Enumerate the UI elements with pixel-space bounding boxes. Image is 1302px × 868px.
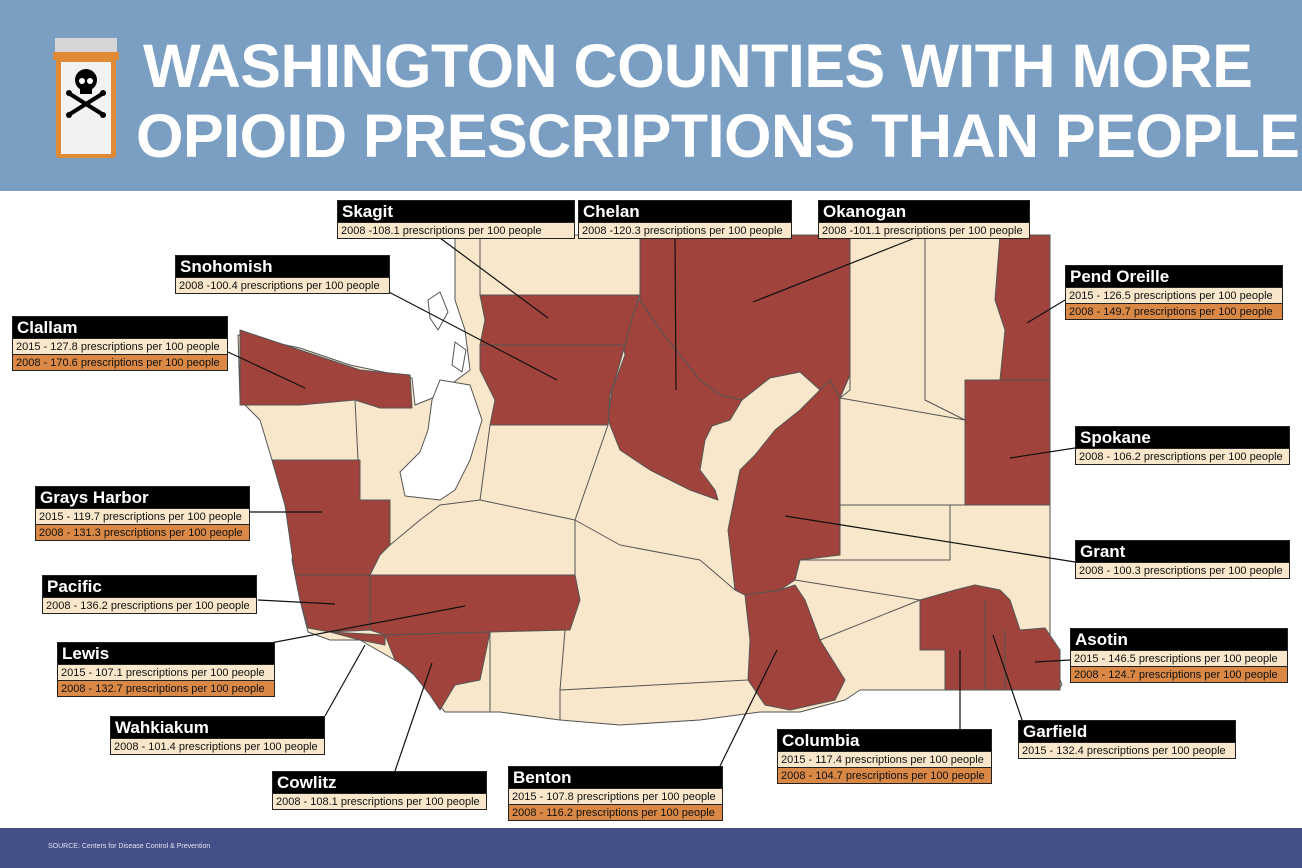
rate-row-2008: 2008 - 106.2 prescriptions per 100 peopl… <box>1076 448 1289 464</box>
callout-wahkiakum: Wahkiakum 2008 - 101.4 prescriptions per … <box>110 716 325 755</box>
leader-line-garfield <box>992 634 1023 721</box>
rate-row-2015: 2015 - 119.7 prescriptions per 100 peopl… <box>36 508 249 524</box>
county-pend-oreille <box>994 234 1051 381</box>
county-cowlitz <box>384 631 491 711</box>
callout-pacific: Pacific 2008 - 136.2 prescriptions per 10… <box>42 575 257 614</box>
leader-line-pend-oreille <box>1026 299 1066 324</box>
county-skagit <box>479 294 641 346</box>
header-banner: WASHINGTON COUNTIES WITH MORE OPIOID PRE… <box>0 0 1302 191</box>
callout-pend-oreille: Pend Oreille 2015 - 126.5 prescriptions p… <box>1065 265 1283 320</box>
rate-row-2008: 2008 - 108.1 prescriptions per 100 peopl… <box>273 793 486 809</box>
leader-line-okanogan <box>752 237 916 303</box>
rate-row-2015: 2015 - 107.1 prescriptions per 100 peopl… <box>58 664 274 680</box>
county-name: Grays Harbor <box>40 488 149 507</box>
callout-lewis: Lewis 2015 - 107.1 prescriptions per 100 … <box>57 642 275 697</box>
county-lewis <box>369 574 581 636</box>
callout-skagit: Skagit 2008 -108.1 prescriptions per 100 … <box>337 200 575 239</box>
source-credit: SOURCE: Centers for Disease Control & Pr… <box>48 843 211 850</box>
county-name: Chelan <box>583 202 640 221</box>
rate-row-2008: 2008 - 124.7 prescriptions per 100 peopl… <box>1071 666 1287 682</box>
rate-row-2008: 2008 - 101.4 prescriptions per 100 peopl… <box>111 738 324 754</box>
county-name: Lewis <box>62 644 110 663</box>
leader-line-skagit <box>439 237 549 319</box>
county-name: Skagit <box>342 202 394 221</box>
rate-row-2015: 2015 - 146.5 prescriptions per 100 peopl… <box>1071 650 1287 666</box>
rate-row-2008: 2008 - 116.2 prescriptions per 100 peopl… <box>509 804 722 820</box>
county-name: Clallam <box>17 318 78 337</box>
footer-bar: SOURCE: Centers for Disease Control & Pr… <box>0 828 1302 868</box>
title-line-2: OPIOID PRESCRIPTIONS THAN PEOPLE <box>136 102 1300 170</box>
leader-line-snohomish <box>384 289 558 381</box>
rate-row-2008: 2008 - 149.7 prescriptions per 100 peopl… <box>1066 303 1282 319</box>
rate-row-2015: 2015 - 107.8 prescriptions per 100 peopl… <box>509 788 722 804</box>
leader-line-lewis <box>259 605 466 646</box>
rate-row-2015: 2015 - 127.8 prescriptions per 100 peopl… <box>13 338 227 354</box>
rate-row-2008: 2008 - 136.2 prescriptions per 100 peopl… <box>43 597 256 613</box>
leader-line-benton <box>719 649 778 767</box>
callout-spokane: Spokane 2008 - 106.2 prescriptions per 10… <box>1075 426 1290 465</box>
callout-chelan: Chelan 2008 -120.3 prescriptions per 100 … <box>578 200 792 239</box>
leader-line-asotin <box>1034 659 1071 663</box>
island <box>451 341 467 373</box>
rate-row-2008: 2008 -120.3 prescriptions per 100 people <box>579 222 791 238</box>
title-line-1: WASHINGTON COUNTIES WITH MORE <box>143 32 1253 100</box>
callout-columbia: Columbia 2015 - 117.4 prescriptions per 1… <box>777 729 992 784</box>
county-columbia-garfield-asotin <box>919 584 1061 691</box>
county-name: Cowlitz <box>277 773 337 792</box>
county-name: Grant <box>1080 542 1126 561</box>
rate-row-2015: 2015 - 132.4 prescriptions per 100 peopl… <box>1019 742 1235 758</box>
rate-row-2008: 2008 -100.4 prescriptions per 100 people <box>176 277 389 293</box>
rate-row-2008: 2008 - 170.6 prescriptions per 100 peopl… <box>13 354 227 370</box>
county-name: Snohomish <box>180 257 273 276</box>
county-name: Okanogan <box>823 202 907 221</box>
county-clallam <box>239 329 413 409</box>
rate-row-2015: 2015 - 126.5 prescriptions per 100 peopl… <box>1066 287 1282 303</box>
rate-row-2008: 2008 -101.1 prescriptions per 100 people <box>819 222 1029 238</box>
county-name: Pacific <box>47 577 102 596</box>
callout-asotin: Asotin 2015 - 146.5 prescriptions per 100… <box>1070 628 1288 683</box>
leader-line-pacific <box>257 599 336 605</box>
county-benton <box>744 584 846 711</box>
county-name: Wahkiakum <box>115 718 209 737</box>
county-spokane <box>964 379 1051 506</box>
leader-line-wahkiakum <box>324 644 366 717</box>
county-name: Garfield <box>1023 722 1088 741</box>
leader-line-clallam <box>227 351 306 389</box>
rate-row-2008: 2008 - 132.7 prescriptions per 100 peopl… <box>58 680 274 696</box>
county-name: Benton <box>513 768 572 787</box>
county-name: Columbia <box>782 731 860 750</box>
leader-line-chelan <box>674 237 677 391</box>
county-grays-harbor <box>271 459 391 576</box>
callout-grant: Grant 2008 - 100.3 prescriptions per 100 … <box>1075 540 1290 579</box>
county-snohomish <box>479 344 626 426</box>
rate-row-2008: 2008 - 104.7 prescriptions per 100 peopl… <box>778 767 991 783</box>
rate-row-2008: 2008 -108.1 prescriptions per 100 people <box>338 222 574 238</box>
callout-cowlitz: Cowlitz 2008 - 108.1 prescriptions per 10… <box>272 771 487 810</box>
county-name: Spokane <box>1080 428 1151 447</box>
rate-row-2008: 2008 - 100.3 prescriptions per 100 peopl… <box>1076 562 1289 578</box>
county-grant <box>727 379 841 596</box>
island <box>427 291 449 331</box>
county-wahkiakum <box>329 631 386 646</box>
leader-lines <box>227 237 1076 772</box>
callout-clallam: Clallam 2015 - 127.8 prescriptions per 10… <box>12 316 228 371</box>
puget-sound-water <box>399 379 483 501</box>
county-name: Asotin <box>1075 630 1128 649</box>
callout-garfield: Garfield 2015 - 132.4 prescriptions per 1… <box>1018 720 1236 759</box>
rate-row-2015: 2015 - 117.4 prescriptions per 100 peopl… <box>778 751 991 767</box>
callout-grays-harbor: Grays Harbor 2015 - 119.7 prescriptions p… <box>35 486 250 541</box>
callout-snohomish: Snohomish 2008 -100.4 prescriptions per 1… <box>175 255 390 294</box>
callout-benton: Benton 2015 - 107.8 prescriptions per 100… <box>508 766 723 821</box>
leader-line-grant <box>784 515 1076 563</box>
county-name: Pend Oreille <box>1070 267 1170 286</box>
leader-line-cowlitz <box>394 662 433 772</box>
rate-row-2008: 2008 - 131.3 prescriptions per 100 peopl… <box>36 524 249 540</box>
pill-bottle-skull-icon <box>53 38 119 158</box>
leader-line-spokane <box>1009 447 1076 459</box>
callout-okanogan: Okanogan 2008 -101.1 prescriptions per 10… <box>818 200 1030 239</box>
